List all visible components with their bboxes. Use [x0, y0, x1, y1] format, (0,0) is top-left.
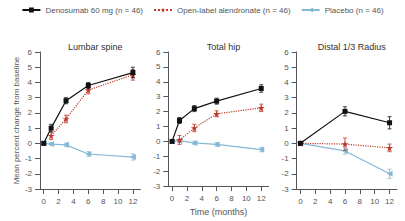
svg-text:Time (months): Time (months) [190, 207, 248, 217]
svg-text:4: 4 [284, 78, 289, 87]
svg-text:2: 2 [185, 194, 190, 203]
svg-text:-1: -1 [282, 154, 290, 163]
svg-text:4: 4 [71, 197, 76, 206]
svg-text:10: 10 [370, 197, 379, 206]
svg-text:2: 2 [156, 107, 161, 116]
svg-text:1: 1 [284, 124, 289, 133]
svg-text:0: 0 [28, 139, 33, 148]
svg-text:3: 3 [284, 93, 289, 102]
svg-text:5: 5 [284, 63, 289, 72]
svg-text:Denosumab 60 mg (n = 46): Denosumab 60 mg (n = 46) [45, 6, 143, 15]
svg-text:12: 12 [257, 194, 266, 203]
svg-text:-3: -3 [25, 185, 33, 194]
svg-text:-3: -3 [282, 185, 290, 194]
svg-text:-1: -1 [153, 152, 161, 161]
svg-text:0: 0 [284, 139, 289, 148]
svg-text:0: 0 [170, 194, 175, 203]
svg-text:0: 0 [41, 197, 46, 206]
svg-text:4: 4 [28, 78, 33, 87]
svg-text:6: 6 [284, 48, 289, 57]
svg-text:-2: -2 [282, 169, 290, 178]
svg-text:Placebo (n = 46): Placebo (n = 46) [325, 6, 384, 15]
svg-text:-1: -1 [25, 154, 33, 163]
svg-text:12: 12 [385, 197, 394, 206]
svg-text:2: 2 [284, 108, 289, 117]
svg-text:Mean percent change from basel: Mean percent change from baseline [12, 56, 21, 184]
svg-text:2: 2 [28, 108, 33, 117]
svg-text:6: 6 [214, 194, 219, 203]
svg-text:8: 8 [101, 197, 106, 206]
svg-text:6: 6 [156, 48, 161, 57]
svg-text:-2: -2 [153, 167, 161, 176]
svg-text:Open-label alendronate (n = 46: Open-label alendronate (n = 46) [177, 6, 291, 15]
svg-text:10: 10 [242, 194, 251, 203]
svg-text:12: 12 [128, 197, 137, 206]
svg-text:1: 1 [28, 124, 33, 133]
svg-text:4: 4 [328, 197, 333, 206]
svg-text:6: 6 [343, 197, 348, 206]
svg-text:4: 4 [156, 77, 161, 86]
svg-text:-3: -3 [153, 182, 161, 191]
svg-text:3: 3 [28, 93, 33, 102]
svg-text:6: 6 [86, 197, 91, 206]
svg-text:Distal 1/3 Radius: Distal 1/3 Radius [318, 42, 387, 52]
svg-text:-2: -2 [25, 169, 33, 178]
svg-text:1: 1 [156, 122, 161, 131]
svg-text:Total hip: Total hip [207, 42, 241, 52]
svg-text:2: 2 [56, 197, 61, 206]
svg-text:0: 0 [156, 137, 161, 146]
svg-text:0: 0 [298, 197, 303, 206]
svg-text:2: 2 [313, 197, 318, 206]
svg-text:5: 5 [28, 63, 33, 72]
svg-text:8: 8 [229, 194, 234, 203]
svg-text:6: 6 [28, 48, 33, 57]
svg-text:Lumbar spine: Lumbar spine [68, 42, 123, 52]
svg-text:3: 3 [156, 92, 161, 101]
svg-text:8: 8 [358, 197, 363, 206]
svg-text:4: 4 [200, 194, 205, 203]
svg-text:10: 10 [114, 197, 123, 206]
svg-text:5: 5 [156, 62, 161, 71]
